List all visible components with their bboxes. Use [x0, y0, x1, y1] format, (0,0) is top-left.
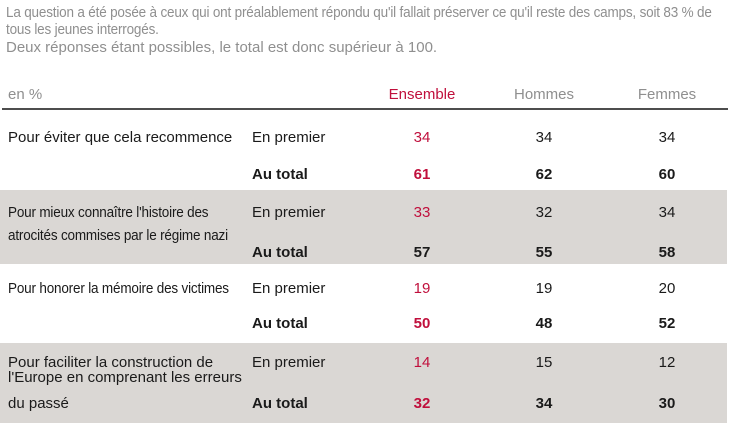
row-band-2	[0, 190, 727, 264]
value-hommes: 34	[535, 129, 553, 146]
value-ensemble: 19	[413, 280, 431, 297]
value-ensemble: 61	[413, 166, 431, 183]
sub-row-label-en-premier: En premier	[252, 354, 326, 371]
value-femmes: 20	[658, 280, 676, 297]
column-header-hommes: Hommes	[513, 86, 574, 103]
reading-note: Deux réponses étant possibles, le total …	[6, 39, 438, 56]
value-hommes: 19	[535, 280, 553, 297]
value-femmes: 52	[658, 315, 676, 332]
value-ensemble: 50	[413, 315, 431, 332]
value-femmes: 30	[658, 395, 676, 412]
value-hommes: 32	[535, 204, 553, 221]
row-band-4	[0, 343, 727, 423]
sub-row-label-en-premier: En premier	[252, 204, 326, 221]
value-hommes: 15	[535, 354, 553, 371]
row-label-line2: atrocités commises par le régime nazi	[8, 227, 228, 244]
value-ensemble: 33	[413, 204, 431, 221]
row-label-line1: Pour mieux connaître l'histoire des	[8, 204, 209, 221]
table-unit-label: en %	[8, 86, 43, 103]
sub-row-label-au-total: Au total	[252, 166, 308, 183]
sub-row-label-en-premier: En premier	[252, 280, 326, 297]
value-femmes: 60	[658, 166, 676, 183]
column-header-femmes: Femmes	[637, 86, 697, 103]
value-hommes: 62	[535, 166, 553, 183]
value-ensemble: 57	[413, 244, 431, 261]
row-label-line2: l'Europe en comprenant les erreurs	[8, 369, 242, 386]
value-hommes: 34	[535, 395, 553, 412]
value-femmes: 12	[658, 354, 676, 371]
value-hommes: 48	[535, 315, 553, 332]
row-label-line1: Pour faciliter la construction de	[8, 354, 214, 371]
methodology-note-line2: tous les jeunes interrogés.	[6, 21, 159, 38]
row-label: Pour éviter que cela recommence	[8, 129, 233, 146]
sub-row-label-au-total: Au total	[252, 244, 308, 261]
value-femmes: 34	[658, 129, 676, 146]
value-ensemble: 32	[413, 395, 431, 412]
row-label: Pour honorer la mémoire des victimes	[8, 280, 229, 297]
value-ensemble: 14	[413, 354, 431, 371]
methodology-note-line1: La question a été posée à ceux qui ont p…	[6, 4, 712, 21]
value-femmes: 34	[658, 204, 676, 221]
value-hommes: 55	[535, 244, 553, 261]
sub-row-label-au-total: Au total	[252, 315, 308, 332]
sub-row-label-en-premier: En premier	[252, 129, 326, 146]
value-ensemble: 34	[413, 129, 431, 146]
column-header-ensemble: Ensemble	[388, 86, 456, 103]
sub-row-label-au-total: Au total	[252, 395, 308, 412]
row-label-line3: du passé	[8, 395, 69, 412]
value-femmes: 58	[658, 244, 676, 261]
header-rule	[2, 108, 728, 110]
